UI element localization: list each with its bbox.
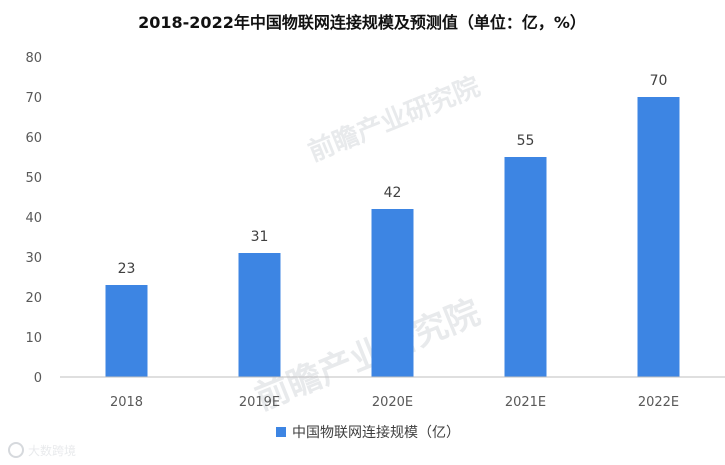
source-logo-icon [8, 442, 24, 458]
bar-data-label: 70 [650, 73, 668, 89]
watermark-layer: 前瞻产业研究院 前瞻产业研究院 [250, 71, 486, 419]
y-tick-label: 80 [25, 51, 42, 66]
bar-data-label: 55 [517, 133, 535, 149]
bar [371, 209, 414, 377]
x-tick-label: 2018 [110, 395, 143, 410]
y-tick-label: 50 [25, 171, 42, 186]
source-logo-text: 大数跨境 [28, 443, 76, 458]
bar [504, 157, 547, 377]
y-tick-label: 40 [25, 211, 42, 226]
x-tick-label: 2021E [505, 395, 546, 410]
chart-title: 2018-2022年中国物联网连接规模及预测值（单位：亿，%） [138, 13, 586, 32]
bar [238, 253, 281, 377]
y-tick-label: 10 [25, 331, 42, 346]
y-tick-label: 30 [25, 251, 42, 266]
y-tick-label: 20 [25, 291, 42, 306]
watermark-text-upper: 前瞻产业研究院 [304, 71, 484, 168]
bar-data-label: 42 [384, 185, 402, 201]
legend-label: 中国物联网连接规模（亿） [292, 424, 460, 441]
y-tick-label: 60 [25, 131, 42, 146]
bars-group: 23 31 42 55 70 [105, 73, 680, 377]
bar [105, 285, 148, 377]
x-tick-label: 2019E [239, 395, 280, 410]
x-tick-label: 2022E [638, 395, 679, 410]
y-axis-ticks: 0 10 20 30 40 50 60 70 80 [25, 51, 42, 386]
legend: 中国物联网连接规模（亿） [276, 424, 460, 441]
legend-swatch [276, 427, 286, 437]
watermark-text: 前瞻产业研究院 [250, 292, 486, 418]
x-axis-ticks: 2018 2019E 2020E 2021E 2022E [110, 395, 679, 410]
bar [637, 97, 680, 377]
source-logo: 大数跨境 [8, 442, 76, 458]
x-tick-label: 2020E [372, 395, 413, 410]
bar-data-label: 23 [118, 261, 136, 277]
bar-data-label: 31 [251, 229, 269, 245]
y-tick-label: 0 [34, 371, 42, 386]
y-tick-label: 70 [25, 91, 42, 106]
